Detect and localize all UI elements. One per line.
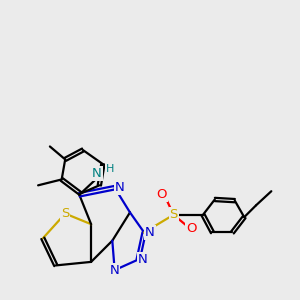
Text: H: H: [106, 164, 114, 174]
Text: N: N: [145, 226, 155, 239]
Text: O: O: [186, 222, 196, 236]
Text: S: S: [61, 207, 69, 220]
Text: N: N: [115, 181, 124, 194]
Text: O: O: [157, 188, 167, 201]
Text: S: S: [169, 208, 178, 221]
Text: N: N: [92, 167, 102, 180]
Text: N: N: [138, 253, 148, 266]
Text: N: N: [110, 264, 119, 277]
